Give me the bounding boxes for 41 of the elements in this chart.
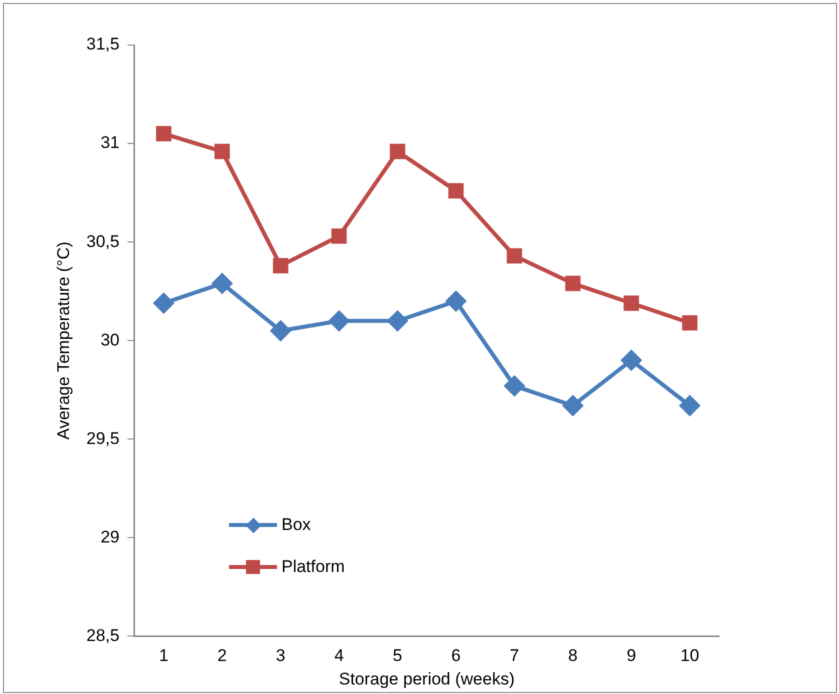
point xyxy=(562,396,583,416)
y-axis-title: Average Temperature (°C) xyxy=(54,242,73,440)
y-tick-label: 31 xyxy=(100,133,120,152)
point xyxy=(270,320,291,341)
point xyxy=(682,315,698,331)
y-tick-label: 31,5 xyxy=(86,34,120,54)
point xyxy=(212,273,232,294)
x-tick-label: 6 xyxy=(451,646,461,666)
point xyxy=(506,248,522,264)
point xyxy=(448,183,464,198)
y-tick-label: 29 xyxy=(100,527,120,546)
x-tick-label: 4 xyxy=(334,646,344,666)
y-tick-label: 29,5 xyxy=(86,428,120,448)
x-tick-label: 10 xyxy=(680,646,700,666)
y-tick-label: 30,5 xyxy=(86,232,120,251)
x-tick-label: 3 xyxy=(276,646,286,666)
point xyxy=(680,396,700,416)
x-tick-label: 7 xyxy=(510,646,520,666)
point xyxy=(331,228,347,244)
point xyxy=(504,376,524,396)
point xyxy=(565,276,581,292)
point xyxy=(272,258,288,274)
legend-label: Platform xyxy=(281,557,345,578)
point xyxy=(154,293,174,314)
x-tick-label: 9 xyxy=(626,646,636,666)
point xyxy=(329,310,350,331)
y-tick-label: 28,5 xyxy=(86,626,120,645)
point xyxy=(446,291,466,312)
x-axis-title: Storage period (weeks) xyxy=(338,669,515,688)
x-tick-label: 8 xyxy=(568,646,578,666)
point xyxy=(621,350,642,370)
point xyxy=(214,144,230,160)
y-tick-label: 30 xyxy=(100,330,120,350)
point xyxy=(390,144,406,160)
legend-label: Box xyxy=(281,515,311,536)
x-tick-label: 5 xyxy=(392,646,402,666)
x-tick-label: 1 xyxy=(158,646,168,666)
point xyxy=(156,126,172,142)
point xyxy=(388,310,408,331)
point xyxy=(624,296,639,311)
x-tick-label: 2 xyxy=(217,646,227,666)
